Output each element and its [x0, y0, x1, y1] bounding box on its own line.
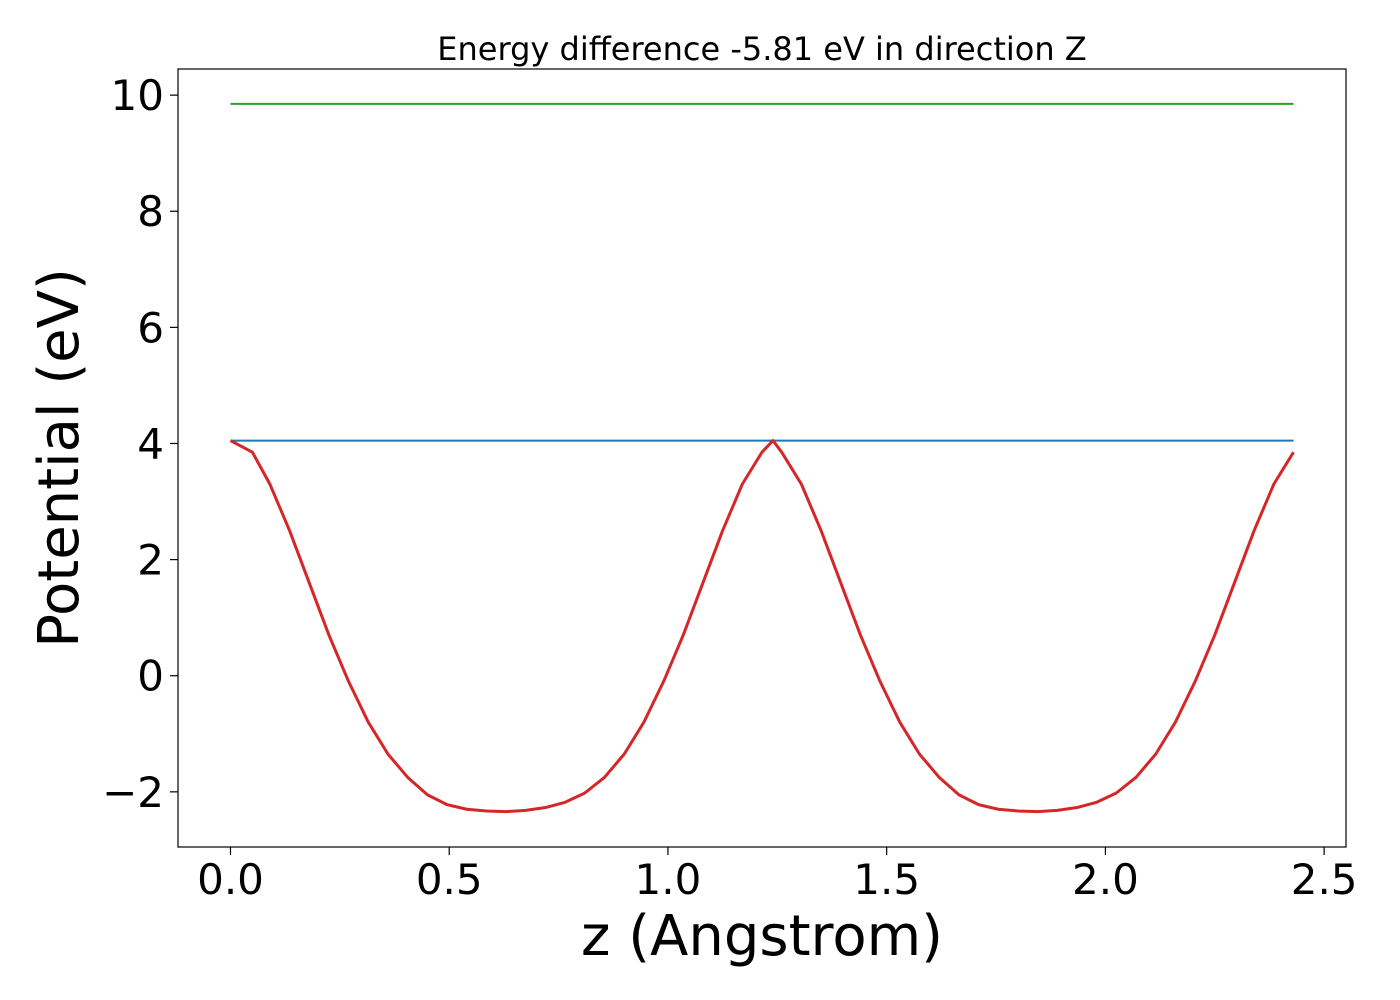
- y-tick-label: −2: [102, 768, 164, 817]
- ticks-layer: 0.0 0.5 1.0 1.5 2.0 2.5 −2 0 2 4 6 8 10: [102, 71, 1357, 904]
- series-line-2: [229, 439, 1295, 814]
- chart-title: Energy difference -5.81 eV in direction …: [437, 30, 1086, 68]
- x-tick-label: 2.0: [1072, 855, 1139, 904]
- y-tick-label: 2: [137, 536, 164, 585]
- plot-frame: [177, 68, 1347, 848]
- y-tick-label: 4: [137, 419, 164, 468]
- x-tick-label: 0.5: [416, 855, 483, 904]
- x-tick-label: 1.0: [635, 855, 702, 904]
- y-tick-label: 10: [111, 71, 164, 120]
- x-tick-label: 1.5: [853, 855, 920, 904]
- y-tick-label: 8: [137, 187, 164, 236]
- x-tick-label: 0.0: [197, 855, 264, 904]
- x-axis-label: z (Angstrom): [581, 904, 943, 969]
- y-tick-label: 6: [137, 303, 164, 352]
- y-tick-label: 0: [137, 652, 164, 701]
- y-axis-label: Potential (eV): [27, 268, 92, 648]
- series-layer: [229, 102, 1295, 814]
- x-tick-label: 2.5: [1291, 855, 1358, 904]
